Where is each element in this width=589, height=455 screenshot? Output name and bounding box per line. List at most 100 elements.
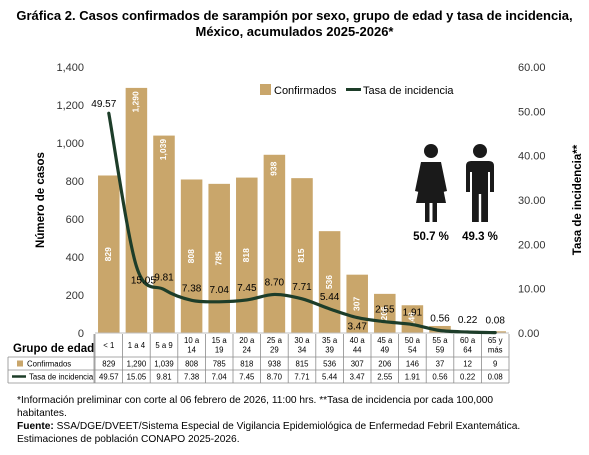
footnote-note-line-1: *Información preliminar con corte al 06 … [17, 395, 494, 406]
table-cell: 0.08 [488, 373, 503, 382]
line-value-label: 5.44 [320, 292, 340, 303]
x-tick-label: 5 a 9 [155, 341, 172, 350]
table-cell: 49.57 [99, 373, 119, 382]
legend-label-confirmados: Confirmados [274, 85, 337, 97]
woman-icon [415, 144, 447, 222]
bar-value-label: 808 [186, 249, 196, 263]
y-axis-title: Número de casos [35, 152, 47, 248]
x-tick-label: 65 y [488, 336, 503, 345]
table-cell: 7.71 [294, 373, 309, 382]
y-tick-label: 1,400 [56, 62, 84, 74]
x-tick-label: 30 a [294, 336, 310, 345]
y2-tick-label: 0.00 [518, 328, 539, 340]
table-cell: 1.91 [405, 373, 420, 382]
combo-chart: 0 200 400 600 800 1,000 1,200 1,400 0.00 10.00 20.… [7, 62, 584, 384]
y2-tick-label: 50.00 [518, 106, 546, 118]
x-tick-label: 60 a [460, 336, 476, 345]
line-value-label: 1.91 [403, 308, 423, 319]
table-row-label: Tasa de incidencia [29, 373, 94, 382]
x-tick-label: 39 [325, 346, 334, 355]
table-cell: 0.56 [432, 373, 447, 382]
y2-tick-label: 20.00 [518, 239, 546, 251]
table-cell: 536 [323, 360, 336, 369]
y-tick-label: 1,200 [56, 100, 84, 112]
table-cell: 307 [351, 360, 364, 369]
table-cell: 785 [213, 360, 227, 369]
x-tick-label: 55 a [432, 336, 448, 345]
x-tick-label: 19 [215, 346, 224, 355]
line-value-label: 49.57 [91, 99, 116, 110]
bar-value-label: 818 [241, 248, 251, 262]
y2-tick-label: 60.00 [518, 62, 546, 74]
x-tick-label: 50 a [405, 336, 421, 345]
y-tick-label: 1,000 [56, 138, 84, 150]
table-cell: 808 [185, 360, 198, 369]
source-label: Fuente: [17, 421, 54, 432]
x-tick-label: 25 a [267, 336, 283, 345]
bar-value-label: 815 [296, 248, 306, 262]
x-tick-label: 29 [270, 346, 279, 355]
y-tick-label: 600 [66, 214, 84, 226]
bar [208, 183, 230, 333]
x-tick-label: 44 [353, 346, 362, 355]
y2-tick-label: 30.00 [518, 195, 546, 207]
table-cell: 1,290 [127, 360, 147, 369]
line-value-label: 7.38 [182, 283, 202, 294]
x-tick-label: 40 a [350, 336, 366, 345]
x-axis-title: Grupo de edad [13, 343, 94, 355]
line-value-label: 7.45 [237, 283, 257, 294]
line-value-label: 7.04 [209, 285, 229, 296]
footnote-note-line-2: habitantes. [17, 408, 67, 419]
legend-swatch-confirmados [260, 84, 271, 95]
source-text: SSA/DGE/DVEET/Sistema Especial de Vigila… [53, 421, 521, 432]
line-value-label: 0.22 [458, 315, 478, 326]
line-value-label: 7.71 [292, 282, 312, 293]
y-tick-label: 800 [66, 176, 84, 188]
line-value-label: 2.55 [375, 305, 395, 316]
table-cell: 938 [268, 360, 281, 369]
bar-value-label: 307 [351, 296, 361, 310]
x-tick-label: más [488, 346, 503, 355]
table-row-label: Confirmados [27, 360, 71, 369]
bar-value-label: 938 [269, 161, 279, 175]
y-tick-label: 200 [66, 290, 84, 302]
bar [125, 87, 148, 334]
table-cell: 0.22 [460, 373, 475, 382]
x-tick-label: 54 [408, 346, 417, 355]
x-tick-label: 1 a 4 [128, 341, 146, 350]
incidence-line [107, 111, 497, 335]
male-percent: 49.3 % [462, 231, 498, 243]
footnote-note: *Información preliminar con corte al 06 … [17, 394, 577, 420]
bar [236, 177, 258, 333]
y2-tick-label: 40.00 [518, 151, 546, 163]
table-cell: 9 [493, 360, 497, 369]
man-icon [466, 144, 494, 222]
x-tick-label: 64 [463, 346, 472, 355]
bar [291, 178, 313, 333]
table-cell: 5.44 [322, 373, 338, 382]
bar-value-label: 206 [379, 306, 389, 320]
table-cell: 146 [406, 360, 419, 369]
bar-value-label: 1,290 [131, 91, 141, 113]
table-cell: 15.05 [127, 373, 147, 382]
table-cell: 12 [463, 360, 472, 369]
bar-value-label: 785 [213, 251, 223, 265]
bar [153, 135, 175, 333]
bar-value-label: 1,039 [158, 139, 168, 161]
x-tick-label: 20 a [239, 336, 255, 345]
x-tick-label: < 1 [103, 341, 114, 350]
legend-label-tasa: Tasa de incidencia [363, 85, 454, 97]
table-key-confirmados [17, 360, 23, 367]
table-cell: 8.70 [267, 373, 283, 382]
x-tick-label: 10 a [184, 336, 200, 345]
x-tick-label: 15 a [212, 336, 228, 345]
chart-title-line-1: Gráfica 2. Casos confirmados de sarampió… [16, 8, 573, 23]
line-value-label: 9.81 [154, 273, 174, 284]
line-value-label: 0.08 [485, 316, 505, 327]
bar [180, 179, 203, 333]
x-tick-label: 49 [380, 346, 389, 355]
table-cell: 3.47 [350, 373, 365, 382]
y-tick-label: 400 [66, 252, 84, 264]
table-cell: 7.45 [239, 373, 255, 382]
y-tick-label: 0 [78, 328, 84, 340]
